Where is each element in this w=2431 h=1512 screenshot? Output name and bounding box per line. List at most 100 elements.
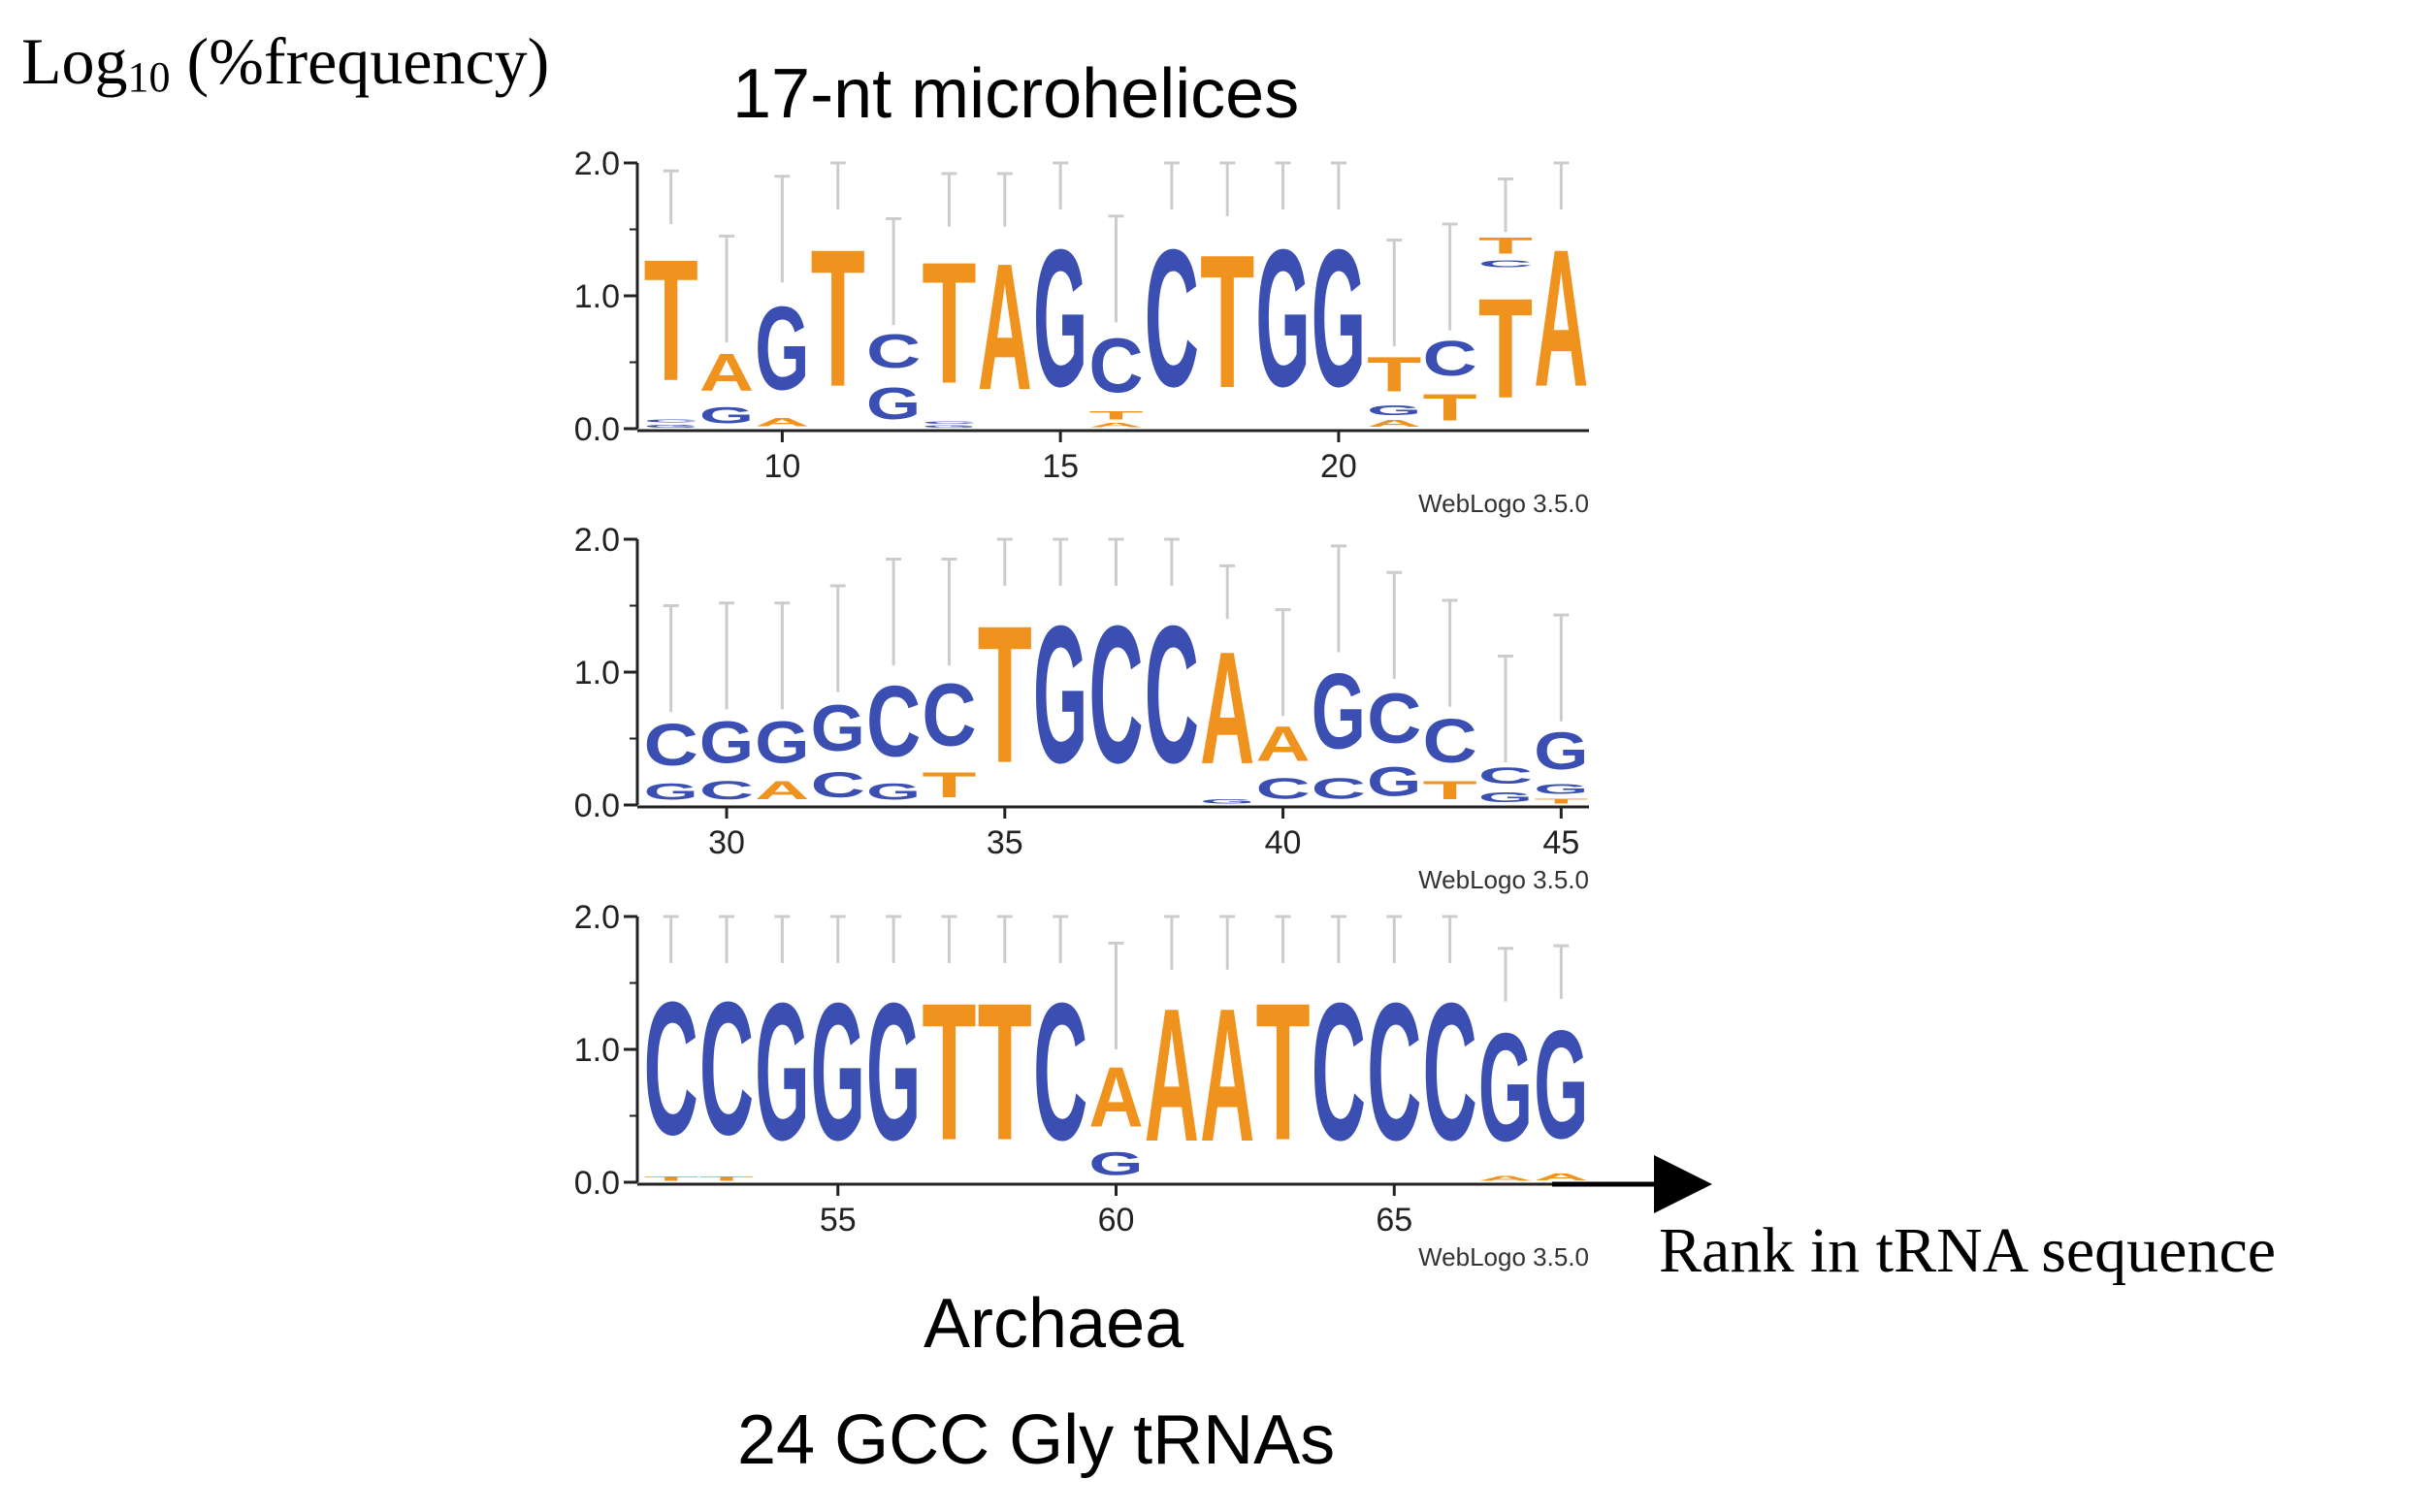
x-axis-label: Rank in tRNA sequence [1659, 1215, 2277, 1286]
logo-letter-C: C [1478, 259, 1533, 270]
logo-letter-A: A [1534, 210, 1588, 428]
chart-title: 17-nt microhelices [732, 55, 1300, 133]
logo-letter-C: C [1423, 707, 1477, 776]
logo-letter-A: A [755, 776, 809, 805]
logo-letter-C: C [922, 666, 976, 765]
x-tick-label: 45 [1542, 824, 1579, 861]
logo-letter-G: G [1478, 1002, 1533, 1174]
logo-letter-G: G [755, 710, 809, 777]
logo-letter-G: G [1033, 587, 1087, 805]
logo-letter-G: G [1200, 798, 1254, 805]
logo-letter-C: C [1033, 964, 1087, 1181]
logo-letter-G: G [1534, 782, 1588, 797]
logo-letter-C: C [1312, 771, 1366, 805]
x-tick-label: 55 [820, 1202, 857, 1239]
logo-letter-G: G [699, 710, 754, 777]
logo-letter-A: A [1145, 969, 1199, 1181]
logo-letter-T: T [1255, 963, 1310, 1181]
logo-letter-A: A [1200, 969, 1254, 1181]
logo-letter-A: A [755, 415, 809, 429]
x-tick-label: 15 [1042, 448, 1079, 485]
weblogo-credit: WebLogo 3.5.0 [1418, 865, 1589, 894]
logo-letter-G: G [755, 964, 809, 1182]
logo-letter-T: T [644, 224, 698, 418]
logo-letter-G: G [1534, 722, 1588, 782]
logo-letter-G: G [644, 424, 698, 429]
logo-letter-C: C [866, 666, 921, 778]
logo-letter-T: T [1088, 408, 1143, 422]
x-tick-label: 60 [1098, 1202, 1135, 1239]
logo-letter-G: G [1312, 652, 1366, 771]
logo-letter-G: G [1312, 210, 1366, 429]
logo-letter-G: G [1033, 210, 1087, 429]
caption-trna-set: 24 GCC Gly tRNAs [737, 1401, 1336, 1479]
logo-letter-C: C [811, 765, 865, 805]
logo-letter-A: A [1200, 619, 1254, 797]
logo-letter-A: A [1255, 716, 1310, 772]
logo-letter-T: T [1423, 386, 1477, 429]
x-tick-label: 40 [1265, 824, 1302, 861]
logo-letter-T: T [922, 227, 976, 421]
logo-letter-C: C [1255, 771, 1310, 805]
logo-letter-C: C [1145, 210, 1199, 428]
logo-letter-C: C [866, 325, 921, 378]
logo-letter-A: A [1088, 422, 1143, 429]
logo-letter-C: C [644, 962, 698, 1174]
logo-letter-G: G [1088, 1145, 1143, 1182]
logo-letter-C: C [699, 962, 754, 1174]
y-tick-label: 1.0 [574, 278, 620, 315]
logo-letter-G: G [1534, 999, 1588, 1172]
x-tick-label: 35 [987, 824, 1023, 861]
logo-letter-C: C [1367, 964, 1421, 1181]
logo-letter-C: C [1088, 587, 1143, 804]
logo-letter-C: C [1367, 680, 1421, 759]
logo-letter-A: A [978, 227, 1032, 428]
y-tick-label: 2.0 [574, 145, 620, 182]
logo-letter-T: T [978, 586, 1032, 804]
y-tick-label: 0.0 [574, 788, 620, 824]
x-arrow-head [1654, 1155, 1712, 1213]
logo-letter-G: G [866, 378, 921, 429]
weblogo-credit: WebLogo 3.5.0 [1418, 489, 1589, 518]
logo-letter-T: T [1534, 797, 1588, 805]
logo-letter-G: G [1255, 210, 1310, 429]
logo-letter-C: C [1478, 763, 1533, 789]
logo-letter-C: C [1088, 322, 1143, 408]
logo-letter-T: T [1478, 269, 1533, 428]
y-tick-label: 2.0 [574, 522, 620, 559]
y-axis-label-main: Log [21, 24, 128, 98]
logo-letter-C: C [1312, 964, 1366, 1181]
weblogo-credit: WebLogo 3.5.0 [1418, 1242, 1589, 1271]
logo-letter-T: T [1367, 346, 1421, 402]
x-tick-label: 30 [708, 824, 745, 861]
y-tick-label: 0.0 [574, 411, 620, 448]
logo-letter-G: G [699, 402, 754, 429]
logo-letter-A: A [1478, 1174, 1533, 1182]
x-tick-label: 10 [763, 448, 800, 485]
logo-letter-G: G [811, 692, 865, 764]
logo-letter-G: G [866, 779, 921, 805]
logo-letter-C: C [699, 776, 754, 805]
y-axis-label-rest: (%frequency) [170, 24, 550, 98]
logo-letter-T: T [922, 765, 976, 805]
y-axis-label-subscript: 10 [127, 53, 171, 101]
logo-letter-C: C [922, 421, 976, 425]
logo-letter-C: C [1423, 330, 1477, 386]
logo-letter-G: G [811, 964, 865, 1182]
y-tick-label: 0.0 [574, 1165, 620, 1202]
logo-letter-A: A [1534, 1172, 1588, 1182]
logo-letter-T: T [1478, 232, 1533, 258]
logo-letter-T: T [644, 1175, 698, 1182]
x-tick-label: 65 [1376, 1202, 1412, 1239]
logo-letter-C: C [644, 418, 698, 424]
logo-letter-T: T [1423, 776, 1477, 805]
logo-letter-T: T [922, 963, 976, 1181]
logo-letter-T: T [978, 963, 1032, 1181]
y-tick-label: 1.0 [574, 1032, 620, 1069]
y-tick-label: 1.0 [574, 655, 620, 692]
logo-letter-G: G [1367, 402, 1421, 418]
logo-letter-G: G [755, 283, 809, 415]
caption-domain: Archaea [924, 1285, 1184, 1363]
x-tick-label: 20 [1320, 448, 1357, 485]
